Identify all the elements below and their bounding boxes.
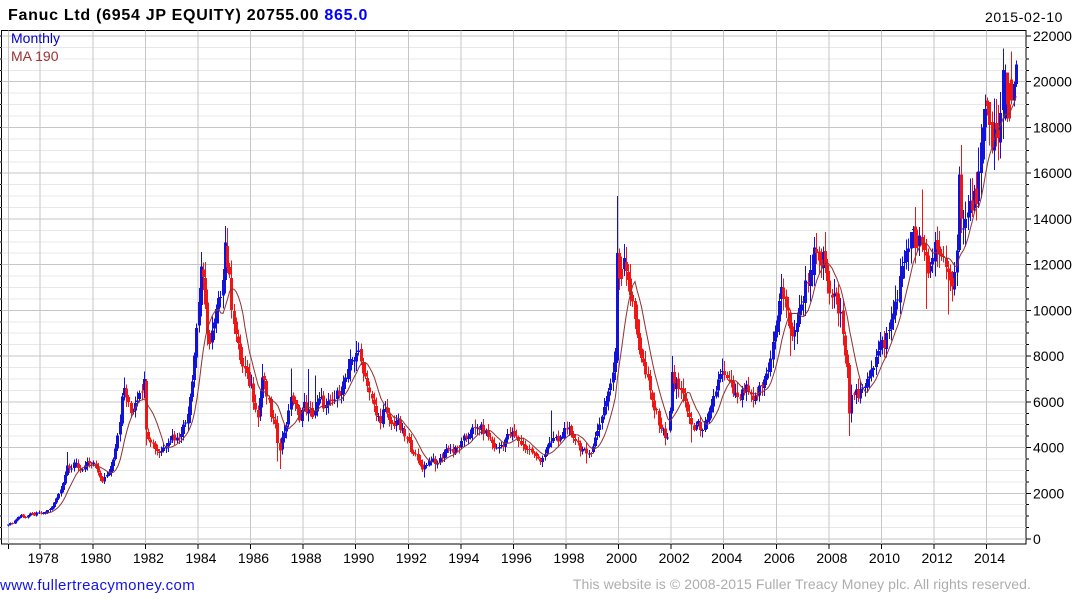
svg-text:2002: 2002 (659, 550, 690, 566)
svg-text:14000: 14000 (1033, 211, 1072, 227)
svg-text:2014: 2014 (974, 550, 1005, 566)
svg-text:2000: 2000 (606, 550, 637, 566)
svg-text:1980: 1980 (80, 550, 111, 566)
svg-text:MA 190: MA 190 (11, 48, 59, 64)
svg-text:20000: 20000 (1033, 74, 1072, 90)
svg-text:1988: 1988 (291, 550, 322, 566)
svg-text:2004: 2004 (711, 550, 742, 566)
svg-text:1984: 1984 (185, 550, 216, 566)
svg-text:2008: 2008 (816, 550, 847, 566)
svg-text:2012: 2012 (922, 550, 953, 566)
svg-text:1978: 1978 (28, 550, 59, 566)
svg-text:16000: 16000 (1033, 165, 1072, 181)
svg-text:1994: 1994 (448, 550, 479, 566)
svg-text:1998: 1998 (553, 550, 584, 566)
svg-text:18000: 18000 (1033, 120, 1072, 136)
svg-text:1990: 1990 (343, 550, 374, 566)
svg-text:4000: 4000 (1033, 440, 1064, 456)
svg-text:2010: 2010 (869, 550, 900, 566)
svg-text:10000: 10000 (1033, 302, 1072, 318)
svg-text:1982: 1982 (133, 550, 164, 566)
svg-text:0: 0 (1033, 531, 1041, 547)
svg-text:2006: 2006 (764, 550, 795, 566)
svg-text:2000: 2000 (1033, 485, 1064, 501)
svg-text:Monthly: Monthly (11, 30, 60, 46)
svg-text:1986: 1986 (238, 550, 269, 566)
svg-text:8000: 8000 (1033, 348, 1064, 364)
svg-text:1996: 1996 (501, 550, 532, 566)
svg-text:6000: 6000 (1033, 394, 1064, 410)
svg-text:22000: 22000 (1033, 28, 1072, 44)
svg-text:1992: 1992 (396, 550, 427, 566)
svg-text:12000: 12000 (1033, 257, 1072, 273)
